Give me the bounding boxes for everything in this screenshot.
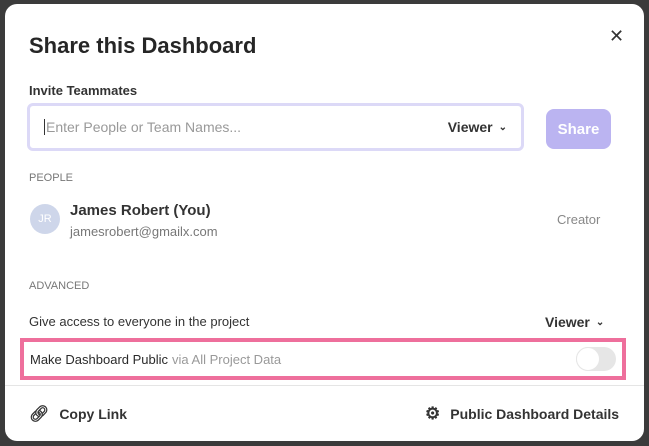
- make-public-row: Make Dashboard Public via All Project Da…: [20, 338, 626, 380]
- make-public-label: Make Dashboard Public: [30, 351, 169, 367]
- gear-icon: ⚙: [425, 404, 441, 423]
- footer-divider: [5, 385, 644, 386]
- person-role: Creator: [557, 212, 601, 227]
- close-icon[interactable]: ✕: [609, 26, 625, 46]
- make-public-toggle[interactable]: [576, 347, 616, 371]
- chevron-down-icon: ⌄: [498, 121, 507, 133]
- invite-role-dropdown[interactable]: Viewer ⌄: [448, 119, 507, 135]
- dialog-title: Share this Dashboard: [29, 33, 257, 58]
- project-access-label: Give access to everyone in the project: [29, 314, 250, 329]
- invite-input[interactable]: Enter People or Team Names... Viewer ⌄: [27, 103, 524, 151]
- copy-link-label: Copy Link: [59, 406, 127, 422]
- share-dialog: Share this Dashboard ✕ Invite Teammates …: [5, 4, 644, 441]
- project-access-role: Viewer: [545, 314, 590, 330]
- share-button[interactable]: Share: [546, 109, 611, 149]
- public-dashboard-details-button[interactable]: ⚙ Public Dashboard Details: [425, 404, 619, 424]
- chevron-down-icon: ⌄: [595, 316, 605, 328]
- person-email: jamesrobert@gmailx.com: [70, 224, 218, 239]
- make-public-sublabel: via All Project Data: [172, 351, 282, 367]
- link-icon: 🔗︎: [29, 406, 50, 423]
- project-access-role-dropdown[interactable]: Viewer ⌄: [545, 314, 604, 330]
- people-heading: PEOPLE: [29, 172, 74, 184]
- public-details-label: Public Dashboard Details: [450, 406, 620, 422]
- copy-link-button[interactable]: 🔗︎ Copy Link: [29, 404, 127, 424]
- invite-role-label: Viewer: [447, 119, 493, 135]
- avatar: JR: [30, 204, 60, 234]
- advanced-heading: ADVANCED: [29, 280, 90, 292]
- toggle-knob: [576, 347, 600, 371]
- person-name: James Robert (You): [70, 202, 211, 219]
- invite-label: Invite Teammates: [29, 83, 138, 98]
- invite-placeholder[interactable]: Enter People or Team Names...: [44, 119, 448, 135]
